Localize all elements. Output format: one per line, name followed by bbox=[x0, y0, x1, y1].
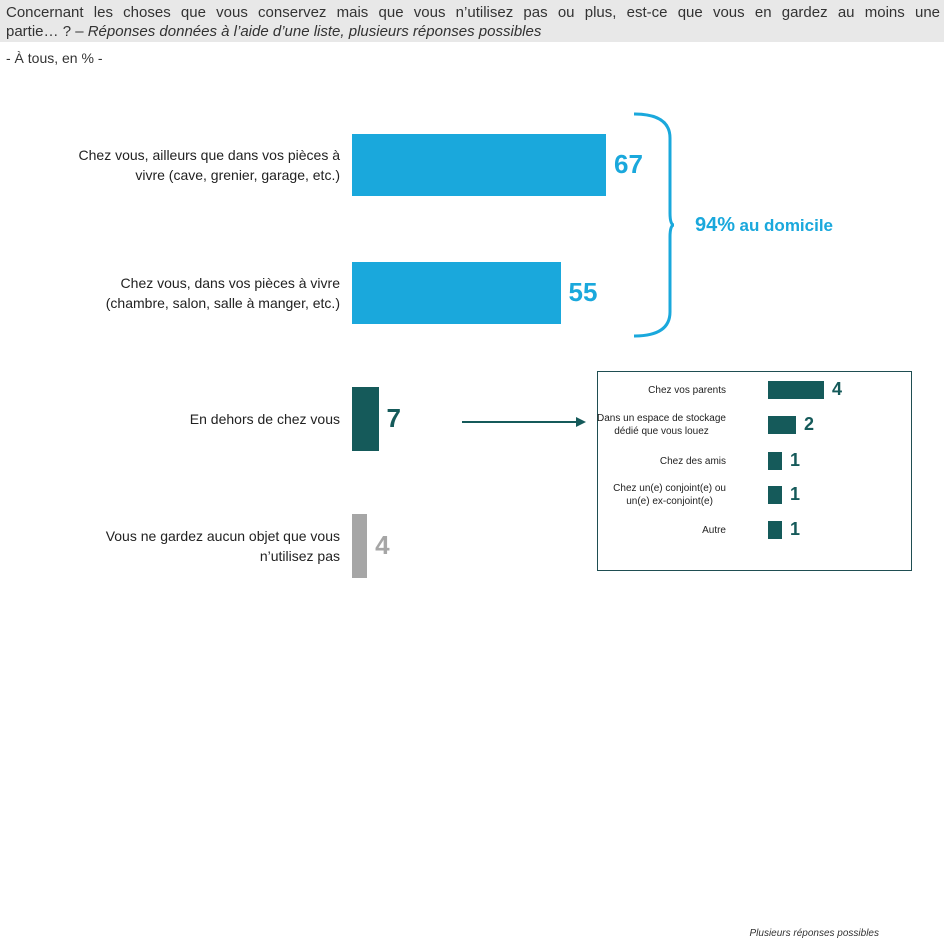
main-category-label-4-line-1: Vous ne gardez aucun objet que vous bbox=[105, 528, 340, 544]
main-category-label-3-line-1: En dehors de chez vous bbox=[189, 411, 340, 427]
detail-arrow bbox=[462, 417, 586, 427]
question-header: Concernant les choses que vous conservez… bbox=[0, 0, 944, 42]
domicile-total: 94% au domicile bbox=[695, 214, 833, 237]
main-category-label-1-line-1: Chez vous, ailleurs que dans vos pièces … bbox=[78, 147, 340, 163]
main-category-label-3: En dehors de chez vous bbox=[190, 409, 340, 429]
detail-category-label-5: Autre bbox=[702, 524, 726, 537]
detail-footnote: Plusieurs réponses possibles bbox=[749, 928, 879, 939]
detail-category-label-2-line-2: dédié que vous louez bbox=[614, 426, 709, 437]
detail-category-label-2-line-1: Dans un espace de stockage bbox=[597, 413, 726, 424]
question-note: Réponses données à l’aide d’une liste, p… bbox=[87, 23, 542, 40]
detail-value-3: 1 bbox=[790, 450, 801, 470]
main-category-label-2-line-1: Chez vous, dans vos pièces à vivre bbox=[120, 275, 340, 291]
main-bar-1 bbox=[352, 134, 606, 196]
main-value-4: 4 bbox=[375, 530, 390, 560]
detail-category-label-4-line-1: Chez un(e) conjoint(e) ou bbox=[613, 483, 726, 494]
detail-bar-chart: Plusieurs réponses possibles 4 Chez vos p… bbox=[597, 371, 912, 939]
detail-value-4: 1 bbox=[790, 484, 801, 504]
detail-bar-3 bbox=[768, 452, 782, 470]
detail-category-label-1-line-1: Chez vos parents bbox=[648, 384, 726, 396]
main-category-label-2: Chez vous, dans vos pièces à vivre (chamb… bbox=[106, 273, 340, 313]
domicile-bracket bbox=[633, 112, 675, 338]
main-bar-4 bbox=[352, 514, 368, 578]
detail-category-label-3: Chez des amis bbox=[660, 455, 726, 468]
detail-category-label-5-line-1: Autre bbox=[702, 524, 726, 536]
subtitle: - À tous, en % - bbox=[6, 50, 103, 66]
main-value-3: 7 bbox=[386, 403, 401, 433]
main-value-2: 55 bbox=[568, 277, 598, 307]
detail-bar-5 bbox=[768, 521, 782, 539]
main-category-label-1: Chez vous, ailleurs que dans vos pièces … bbox=[79, 145, 340, 185]
main-category-label-4-line-2: n’utilisez pas bbox=[259, 548, 340, 564]
detail-bar-2 bbox=[768, 416, 796, 434]
question-line-2-text: partie… ? – bbox=[6, 23, 84, 40]
main-category-label-4: Vous ne gardez aucun objet que vous n’uti… bbox=[106, 526, 340, 566]
detail-bar-1 bbox=[768, 381, 824, 399]
detail-value-1: 4 bbox=[832, 379, 843, 399]
detail-category-label-2: Dans un espace de stockage dédié que vous… bbox=[597, 412, 726, 438]
main-category-label-2-line-2: (chambre, salon, salle à manger, etc.) bbox=[105, 295, 340, 311]
detail-value-2: 2 bbox=[804, 414, 815, 434]
main-bar-2 bbox=[352, 262, 561, 324]
detail-category-label-4-line-2: un(e) ex-conjoint(e) bbox=[626, 496, 713, 507]
domicile-percent: 94% bbox=[695, 214, 736, 236]
detail-category-label-1: Chez vos parents bbox=[648, 384, 726, 397]
detail-category-label-4: Chez un(e) conjoint(e) ou un(e) ex-conjoi… bbox=[613, 482, 726, 508]
main-category-label-1-line-2: vivre (cave, grenier, garage, etc.) bbox=[135, 167, 340, 183]
main-bar-3 bbox=[352, 387, 379, 451]
question-line-2: partie… ? – Réponses données à l’aide d’… bbox=[6, 23, 541, 40]
question-line-1: Concernant les choses que vous conservez… bbox=[6, 4, 940, 21]
detail-category-label-3-line-1: Chez des amis bbox=[659, 455, 726, 467]
detail-bar-4 bbox=[768, 486, 782, 504]
domicile-label: au domicile bbox=[739, 216, 834, 235]
detail-value-5: 1 bbox=[790, 519, 801, 539]
main-value-1: 67 bbox=[614, 149, 643, 179]
